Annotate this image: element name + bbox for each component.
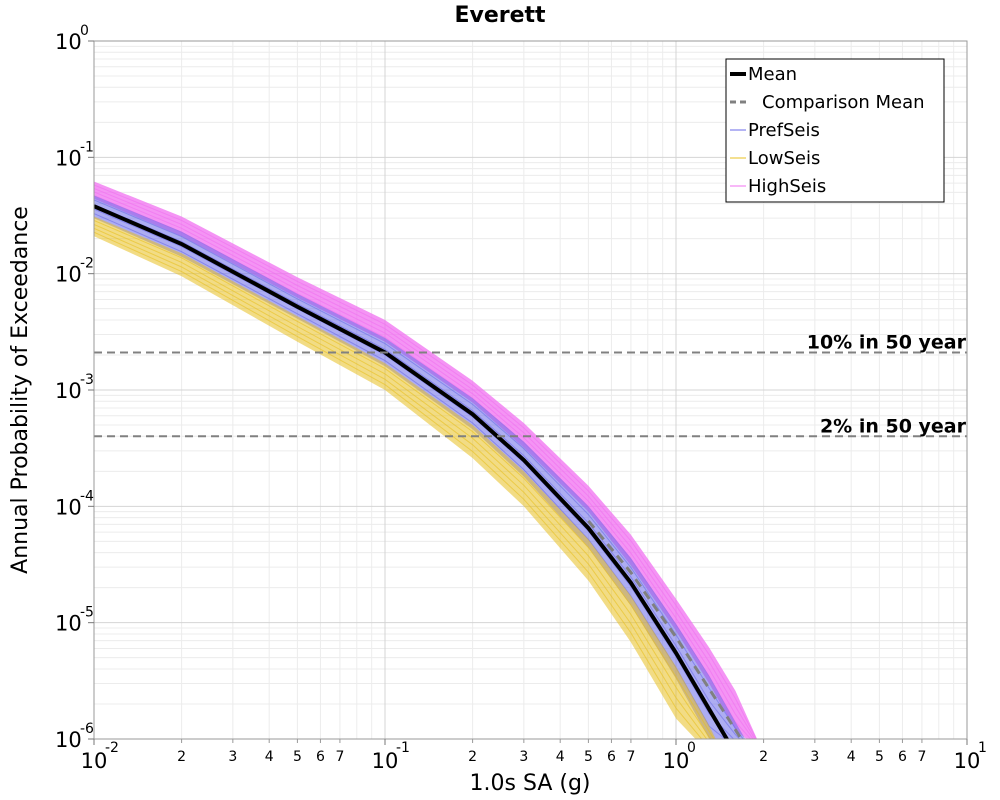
y-major-tick-label: 10 bbox=[55, 263, 82, 287]
x-minor-tick-label: 5 bbox=[875, 749, 884, 765]
chart-title: Everett bbox=[454, 3, 546, 28]
reference-line-label: 10% in 50 year bbox=[807, 332, 967, 354]
x-major-tick-label: 10 bbox=[954, 749, 981, 773]
legend-label: PrefSeis bbox=[748, 120, 820, 141]
x-major-tick-label: 10 bbox=[663, 749, 690, 773]
x-minor-tick-label: 4 bbox=[556, 749, 565, 765]
y-major-tick-exponent: 0 bbox=[80, 23, 89, 39]
band-member-line bbox=[94, 187, 756, 739]
legend-label: LowSeis bbox=[748, 148, 820, 169]
x-minor-tick-label: 6 bbox=[898, 749, 907, 765]
band-member-line bbox=[94, 184, 757, 739]
y-major-tick-exponent: -1 bbox=[80, 139, 94, 155]
series-line-mean bbox=[94, 204, 730, 739]
x-minor-tick-label: 4 bbox=[847, 749, 856, 765]
y-major-tick-exponent: -5 bbox=[80, 605, 94, 621]
x-minor-tick-label: 6 bbox=[316, 749, 325, 765]
legend-label: HighSeis bbox=[748, 176, 826, 197]
band-member-line bbox=[94, 231, 703, 739]
x-major-tick-label: 10 bbox=[372, 749, 399, 773]
x-minor-tick-label: 7 bbox=[626, 749, 635, 765]
y-major-tick-label: 10 bbox=[55, 30, 82, 54]
band-member-line bbox=[94, 219, 715, 739]
x-minor-tick-label: 5 bbox=[293, 749, 302, 765]
y-major-tick-exponent: -3 bbox=[80, 372, 94, 388]
series-lines bbox=[94, 204, 743, 739]
series-line-comparison-mean bbox=[587, 519, 743, 739]
band-member-line bbox=[94, 223, 712, 739]
reference-line-label: 2% in 50 year bbox=[820, 415, 967, 437]
x-major-tick-exponent: 1 bbox=[978, 740, 987, 756]
y-major-tick-exponent: -6 bbox=[80, 721, 94, 737]
x-major-tick-exponent: 0 bbox=[687, 740, 696, 756]
x-minor-tick-label: 6 bbox=[607, 749, 616, 765]
band-member-line bbox=[94, 204, 741, 739]
y-major-tick-exponent: -2 bbox=[80, 256, 94, 272]
y-major-tick-label: 10 bbox=[55, 379, 82, 403]
reference-lines: 10% in 50 year 2% in 50 year bbox=[94, 332, 967, 438]
x-minor-tick-label: 2 bbox=[468, 749, 477, 765]
x-minor-tick-label: 3 bbox=[519, 749, 528, 765]
legend-box bbox=[725, 58, 945, 203]
y-major-tick-label: 10 bbox=[55, 146, 82, 170]
x-minor-tick-label: 3 bbox=[810, 749, 819, 765]
x-major-tick-exponent: -1 bbox=[396, 740, 410, 756]
legend-label: Mean bbox=[748, 64, 797, 85]
legend: Mean Comparison Mean PrefSeis LowSeis HighSe… bbox=[725, 58, 945, 203]
band-member-line bbox=[94, 213, 726, 739]
x-minor-tick-label: 7 bbox=[335, 749, 344, 765]
legend-label: Comparison Mean bbox=[762, 92, 925, 113]
x-major-tick-exponent: -2 bbox=[105, 740, 119, 756]
x-minor-tick-label: 4 bbox=[265, 749, 274, 765]
x-minor-tick-label: 3 bbox=[228, 749, 237, 765]
band-member-line bbox=[94, 227, 708, 739]
y-major-tick-label: 10 bbox=[55, 612, 82, 636]
band-member-line bbox=[94, 191, 754, 739]
x-minor-tick-label: 2 bbox=[177, 749, 186, 765]
x-minor-tick-label: 7 bbox=[917, 749, 926, 765]
y-major-tick-label: 10 bbox=[55, 728, 82, 752]
x-major-tick-label: 10 bbox=[81, 749, 108, 773]
x-minor-tick-label: 5 bbox=[584, 749, 593, 765]
y-axis-label: Annual Probability of Exceedance bbox=[8, 206, 33, 574]
y-major-tick-label: 10 bbox=[55, 495, 82, 519]
x-axis-label: 1.0s SA (g) bbox=[470, 771, 591, 796]
x-minor-tick-label: 2 bbox=[759, 749, 768, 765]
y-major-tick-exponent: -4 bbox=[80, 488, 94, 504]
